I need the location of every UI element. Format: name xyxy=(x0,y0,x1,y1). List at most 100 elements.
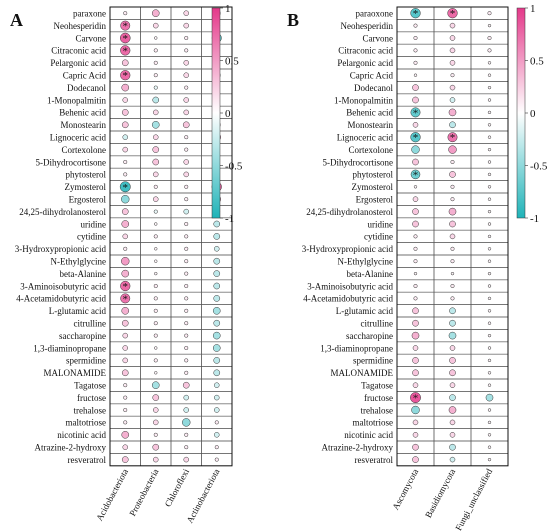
bubble-3-3 xyxy=(184,35,189,41)
bubble-36-3 xyxy=(487,445,492,449)
bubble-21-2 xyxy=(154,259,158,263)
bubble-4-1 xyxy=(120,45,131,56)
colorbar-tick-label: -1 xyxy=(530,213,539,225)
bubble-7-2 xyxy=(153,85,158,90)
bubble-37-2 xyxy=(152,456,159,463)
row-label: Lignoceric acid xyxy=(50,133,107,143)
bubble-32-3 xyxy=(183,394,190,401)
panel-a: A*********paraxoneNeohesperidinCarvoneCi… xyxy=(10,3,243,525)
row-label: Atrazine-2-hydroxy xyxy=(322,443,394,453)
row-label: citrulline xyxy=(74,319,107,329)
bubble-37-1 xyxy=(121,456,129,463)
row-label: Tagatose xyxy=(361,381,393,391)
bubble-2-3 xyxy=(183,22,190,29)
bubble-35-3 xyxy=(184,432,189,437)
bubble-31-3 xyxy=(182,381,190,389)
bubble-26-2 xyxy=(153,321,158,326)
row-label: Pelargonic acid xyxy=(50,58,106,68)
colorbar-tick-label: 0 xyxy=(225,108,231,120)
row-label: L-glutamic acid xyxy=(336,306,394,316)
bubble-11-3 xyxy=(487,135,492,139)
bubble-34-1 xyxy=(123,420,128,425)
bubble-35-2 xyxy=(153,432,158,437)
bubble-8-2 xyxy=(152,96,160,104)
bubble-5-3 xyxy=(183,60,190,66)
bubble-21-4 xyxy=(213,257,221,265)
colorbar-tick-label: -0.5 xyxy=(530,161,548,173)
bubble-7-1 xyxy=(412,84,419,91)
row-label: Monostearin xyxy=(348,120,394,130)
bubble-26-1 xyxy=(121,319,129,327)
bubble-31-4 xyxy=(213,382,220,388)
bubble-29-1 xyxy=(122,357,129,364)
bubble-11-3 xyxy=(184,135,189,140)
bubble-27-1 xyxy=(411,331,420,340)
bubble-13-2 xyxy=(152,158,160,166)
bubble-22-1 xyxy=(413,271,418,276)
row-label: resveratrol xyxy=(355,455,394,465)
bubble-26-3 xyxy=(184,321,189,326)
bubble-13-2 xyxy=(450,159,455,165)
significance-marker: * xyxy=(123,70,129,82)
bubble-6-2 xyxy=(450,73,455,78)
row-label: Ergosterol xyxy=(356,195,394,205)
bubble-4-2 xyxy=(153,48,158,53)
bubble-28-2 xyxy=(449,345,456,351)
bubble-12-3 xyxy=(184,147,189,152)
bubble-37-2 xyxy=(449,456,456,463)
colorbar-tick-label: 0.5 xyxy=(225,56,239,68)
bubble-15-1 xyxy=(413,185,418,189)
column-label: Acidobacteriota xyxy=(94,467,130,522)
bubble-23-3 xyxy=(487,284,492,288)
row-label: fructose xyxy=(77,393,106,403)
bubble-19-1 xyxy=(413,234,418,239)
bubble-23-4 xyxy=(213,282,221,290)
bubble-9-1 xyxy=(121,109,129,116)
bubble-36-1 xyxy=(122,444,129,450)
column-label: Actinobacteriota xyxy=(185,467,222,525)
bubble-6-2 xyxy=(153,73,158,78)
row-label: phytosterol xyxy=(66,170,107,180)
bubble-16-1 xyxy=(412,196,419,202)
row-label: Cortexolone xyxy=(349,145,394,155)
bubble-30-4 xyxy=(213,369,221,377)
plot-frame xyxy=(396,6,509,467)
bubble-15-1 xyxy=(119,181,131,193)
row-label: beta-Alanine xyxy=(347,269,393,279)
bubble-7-3 xyxy=(184,85,189,90)
bubble-29-2 xyxy=(449,357,456,364)
bubble-19-4 xyxy=(213,233,221,240)
bubble-15-3 xyxy=(184,184,189,189)
column-label: Ascomycota xyxy=(390,467,420,511)
row-label: uridine xyxy=(368,219,394,229)
bubble-23-3 xyxy=(184,283,189,289)
row-label: cytidine xyxy=(77,232,106,242)
bubble-6-1 xyxy=(413,73,418,77)
bubble-24-1 xyxy=(413,296,418,301)
bubble-25-3 xyxy=(184,308,189,313)
bubble-6-3 xyxy=(487,73,492,77)
bubble-36-1 xyxy=(412,443,419,451)
colorbar-tick-label: -1 xyxy=(225,213,234,225)
bubble-7-3 xyxy=(487,85,492,90)
significance-marker: * xyxy=(123,182,129,194)
row-label: 1,3-diaminopropane xyxy=(33,343,106,353)
bubble-34-4 xyxy=(214,420,219,425)
bubble-18-3 xyxy=(184,221,189,227)
row-label: Citraconic acid xyxy=(51,46,106,56)
bubble-16-2 xyxy=(152,196,159,202)
column-label: Basidiomycota xyxy=(423,467,457,519)
bubble-21-3 xyxy=(184,259,189,264)
bubble-21-3 xyxy=(487,259,492,263)
significance-marker: * xyxy=(413,107,419,119)
colorbar-tick-label: -0.5 xyxy=(225,161,243,173)
row-label: Tagatose xyxy=(74,381,106,391)
bubble-13-1 xyxy=(412,158,419,166)
bubble-15-2 xyxy=(450,184,455,189)
row-label: 1,3-diaminopropane xyxy=(320,343,393,353)
row-label: 3-Hydroxypropionic acid xyxy=(15,244,107,254)
bubble-11-1 xyxy=(122,134,129,140)
significance-marker: * xyxy=(450,132,456,144)
bubble-5-2 xyxy=(449,60,456,66)
